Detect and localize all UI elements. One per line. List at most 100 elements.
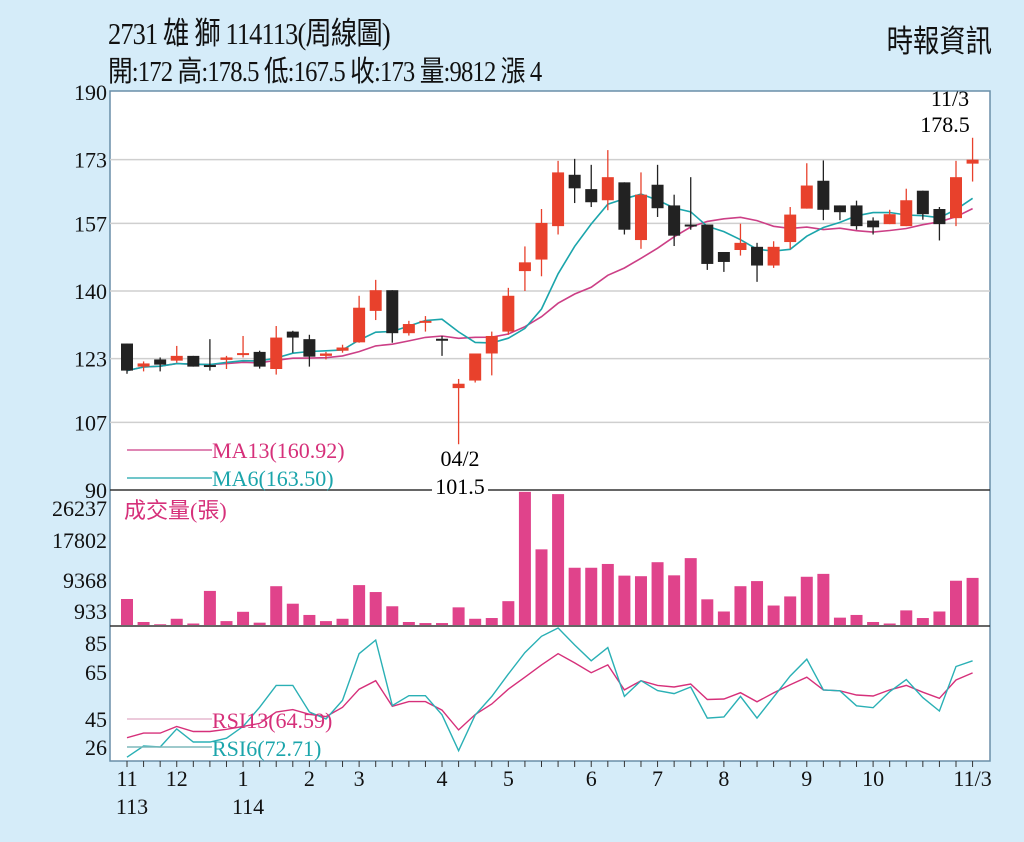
- volume-tick-label: 933: [74, 599, 107, 624]
- candle-down: [436, 338, 449, 341]
- rsi13-legend: RSI13(64.59): [212, 708, 332, 733]
- candle-up: [502, 295, 515, 332]
- rsi-tick-label: 26: [85, 735, 107, 760]
- volume-bar: [634, 576, 647, 625]
- candle-down: [717, 251, 730, 262]
- x-tick-label: 6: [586, 766, 597, 791]
- x-tick-label: 1: [238, 766, 249, 791]
- rsi-tick-label: 45: [85, 707, 107, 732]
- x-tick-label: 9: [801, 766, 812, 791]
- price-tick-label: 157: [74, 211, 107, 236]
- candle-up: [336, 347, 349, 351]
- candle-up: [950, 177, 962, 219]
- chart-title: 2731 雄 獅 114113(周線圖): [108, 16, 391, 51]
- volume-bar: [137, 621, 150, 625]
- candle-up: [601, 177, 614, 201]
- volume-bar: [668, 575, 681, 625]
- candle-up: [220, 357, 233, 360]
- volume-bar: [452, 607, 465, 625]
- candle-down: [618, 182, 631, 230]
- ma13-legend: MA13(160.92): [212, 438, 345, 463]
- volume-bar: [303, 614, 316, 625]
- source-label: 時報資訊: [886, 24, 992, 59]
- price-tick-label: 173: [74, 148, 107, 173]
- candle-down: [684, 224, 697, 227]
- annotation-low-value: 101.5: [435, 474, 485, 499]
- candle-down: [817, 180, 830, 210]
- volume-bar: [552, 494, 565, 625]
- candle-down: [121, 343, 133, 371]
- volume-bar: [518, 491, 531, 625]
- volume-bar: [717, 611, 730, 625]
- volume-bar: [751, 581, 764, 625]
- volume-bar: [618, 575, 631, 625]
- x-tick-label: 10: [862, 766, 884, 791]
- rsi-tick-label: 85: [85, 631, 107, 656]
- volume-bar: [734, 586, 747, 625]
- volume-bar: [286, 603, 299, 625]
- volume-bar: [170, 618, 183, 625]
- candle-down: [833, 205, 846, 213]
- candle-up: [784, 214, 797, 243]
- candle-up: [900, 200, 913, 227]
- candle-down: [286, 331, 299, 338]
- rsi6-legend: RSI6(72.71): [212, 736, 321, 761]
- x-year-label: 114: [232, 794, 264, 819]
- candle-up: [966, 159, 979, 164]
- candle-up: [319, 353, 332, 356]
- price-tick-label: 123: [74, 347, 107, 372]
- x-tick-label: 7: [652, 766, 663, 791]
- volume-bar: [535, 549, 548, 625]
- volume-bar: [237, 611, 250, 625]
- volume-bar: [966, 577, 979, 625]
- volume-bar: [684, 558, 697, 625]
- volume-bar: [253, 622, 266, 625]
- candle-up: [452, 383, 465, 389]
- volume-bar: [800, 576, 813, 625]
- candle-up: [485, 335, 498, 354]
- volume-tick-label: 9368: [63, 568, 107, 593]
- candle-up: [552, 172, 565, 227]
- candle-up: [353, 307, 366, 343]
- x-tick-label: 11/3: [953, 766, 991, 791]
- volume-bar: [270, 586, 283, 625]
- volume-bar: [154, 624, 167, 625]
- volume-bar: [950, 580, 962, 625]
- ma6-legend: MA6(163.50): [212, 466, 334, 491]
- candle-down: [933, 209, 946, 225]
- volume-bar: [485, 618, 498, 625]
- candle-up: [402, 324, 415, 334]
- candle-down: [203, 365, 216, 368]
- candle-up: [734, 242, 747, 251]
- volume-bar: [568, 567, 581, 625]
- volume-bar: [900, 610, 913, 625]
- rsi-tick-label: 65: [85, 660, 107, 685]
- annotation-high-date: 11/3: [931, 86, 969, 111]
- candle-down: [651, 184, 664, 209]
- volume-bar: [187, 623, 200, 625]
- volume-bar: [469, 618, 482, 625]
- volume-bar: [502, 601, 515, 625]
- price-tick-label: 140: [74, 279, 107, 304]
- candle-up: [469, 353, 482, 381]
- candle-down: [386, 290, 399, 334]
- candle-down: [303, 339, 316, 357]
- volume-tick-label: 17802: [52, 528, 107, 553]
- candle-down: [867, 220, 880, 228]
- volume-bar: [220, 621, 233, 625]
- volume-bar: [701, 599, 714, 625]
- volume-bar: [585, 567, 598, 625]
- annotation-bg: [432, 476, 488, 500]
- candle-up: [767, 246, 780, 266]
- candle-down: [850, 205, 863, 227]
- volume-bar: [402, 621, 415, 625]
- volume-bar: [817, 573, 830, 625]
- candle-up: [883, 214, 896, 225]
- volume-bar: [601, 563, 614, 625]
- volume-bar: [203, 590, 216, 625]
- candle-up: [518, 262, 531, 272]
- candle-up: [634, 194, 647, 241]
- price-tick-label: 190: [74, 80, 107, 105]
- volume-bar: [369, 592, 382, 625]
- ma13-line: [126, 207, 973, 372]
